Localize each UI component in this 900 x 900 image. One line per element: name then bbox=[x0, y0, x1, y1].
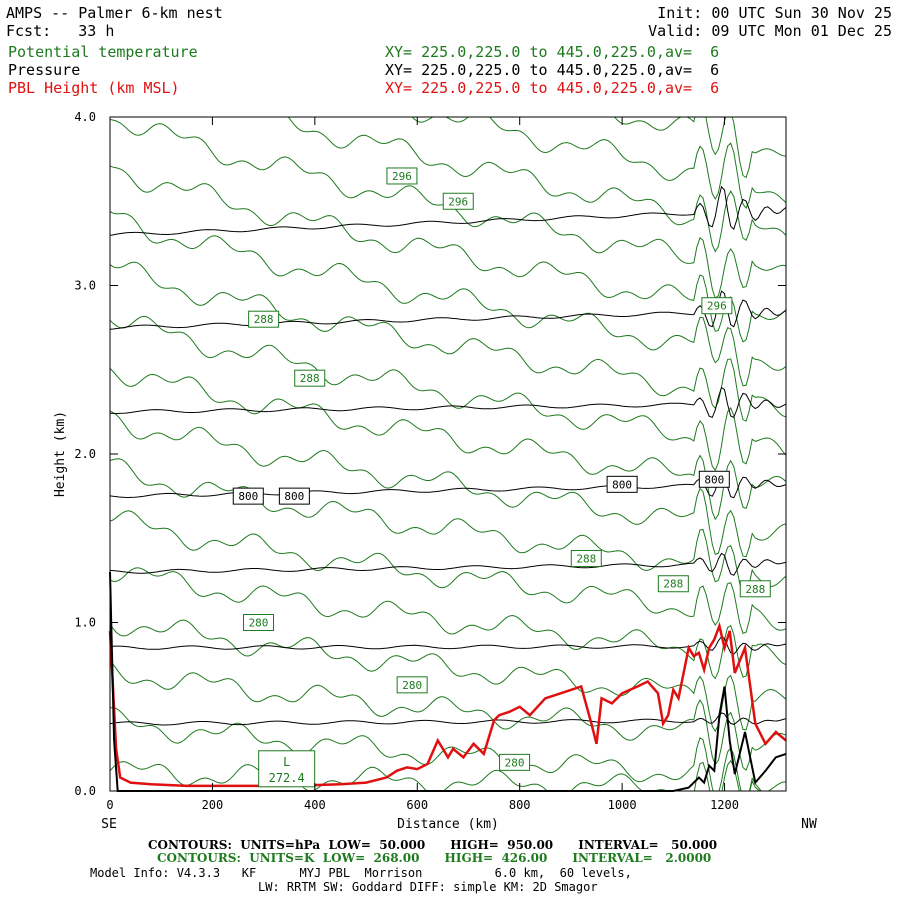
contour-label: 288 bbox=[570, 549, 602, 567]
chart-title: AMPS -- Palmer 6-km nest bbox=[6, 4, 223, 22]
theta-contour bbox=[110, 707, 786, 791]
y-tick-label: 2.0 bbox=[74, 447, 96, 461]
contour-label: 280 bbox=[243, 614, 275, 631]
svg-text:288: 288 bbox=[745, 583, 765, 596]
theta-contour bbox=[411, 117, 786, 210]
svg-text:280: 280 bbox=[505, 756, 525, 769]
field-name-theta: Potential temperature bbox=[8, 43, 198, 61]
svg-text:800: 800 bbox=[238, 490, 258, 503]
x-tick-label: 1200 bbox=[710, 798, 739, 812]
x-tick-label: 600 bbox=[406, 798, 428, 812]
theta-contour bbox=[110, 315, 786, 472]
pressure-contour bbox=[110, 386, 786, 419]
pressure-contour bbox=[110, 471, 786, 499]
pbl-height-line bbox=[108, 621, 787, 788]
x-tick-label: 1000 bbox=[608, 798, 637, 812]
contour-label: 288 bbox=[739, 580, 771, 598]
footer-model-info-2: LW: RRTM SW: Goddard DIFF: simple KM: 2D… bbox=[258, 880, 598, 894]
y-tick-label: 4.0 bbox=[74, 110, 96, 124]
svg-text:288: 288 bbox=[576, 552, 596, 565]
theta-contour bbox=[110, 261, 786, 422]
y-tick-label: 3.0 bbox=[74, 279, 96, 293]
nw-end-label: NW bbox=[801, 817, 817, 832]
theta-contour bbox=[613, 117, 786, 179]
contour-label: 288 bbox=[657, 575, 689, 593]
contour-label: 280 bbox=[499, 753, 531, 771]
contour-label: 800 bbox=[232, 487, 264, 505]
contour-label: 296 bbox=[701, 297, 733, 315]
footer-contours-hpa: CONTOURS: UNITS=hPa LOW= 50.000 HIGH= 95… bbox=[148, 838, 718, 852]
theta-contour bbox=[110, 211, 786, 387]
svg-text:280: 280 bbox=[249, 617, 269, 630]
theta-contour bbox=[110, 410, 786, 558]
pressure-contour bbox=[110, 712, 786, 726]
x-tick-label: 200 bbox=[202, 798, 224, 812]
footer-contours-k: CONTOURS: UNITS=K LOW= 268.00 HIGH= 426.… bbox=[157, 851, 712, 865]
contour-label: 288 bbox=[248, 310, 280, 328]
contour-label: 280 bbox=[396, 676, 428, 694]
x-tick-label: 800 bbox=[509, 798, 531, 812]
svg-text:L: L bbox=[283, 755, 290, 769]
svg-text:296: 296 bbox=[448, 195, 468, 208]
theta-contour bbox=[110, 458, 786, 595]
field-xy-pressure: XY= 225.0,225.0 to 445.0,225.0,av= 6 bbox=[385, 61, 720, 79]
theta-contour bbox=[110, 619, 786, 733]
svg-text:296: 296 bbox=[707, 300, 727, 313]
svg-text:272.4: 272.4 bbox=[269, 771, 305, 785]
svg-text:800: 800 bbox=[284, 490, 304, 503]
pressure-contour bbox=[110, 185, 786, 236]
pressure-contour bbox=[110, 552, 786, 576]
x-axis-label: Distance (km) bbox=[397, 817, 499, 832]
svg-text:800: 800 bbox=[612, 478, 632, 491]
y-axis-label: Height (km) bbox=[53, 411, 68, 497]
theta-contour bbox=[110, 759, 762, 791]
y-tick-label: 1.0 bbox=[74, 616, 96, 630]
low-center-label: L 272.4 bbox=[258, 750, 316, 788]
contour-label: 800 bbox=[606, 475, 638, 493]
pressure-contour bbox=[110, 635, 786, 655]
pressure-contour bbox=[110, 290, 786, 330]
theta-contour bbox=[110, 510, 786, 634]
theta-contour bbox=[110, 567, 786, 680]
x-tick-label: 0 bbox=[106, 798, 113, 812]
theta-contour bbox=[110, 660, 786, 771]
valid-time: Valid: 09 UTC Mon 01 Dec 25 bbox=[648, 22, 892, 40]
svg-text:280: 280 bbox=[402, 679, 422, 692]
contour-label: 296 bbox=[442, 192, 474, 210]
theta-contour bbox=[110, 165, 786, 343]
svg-text:800: 800 bbox=[704, 473, 724, 486]
field-name-pressure: Pressure bbox=[8, 61, 81, 79]
contour-label: 800 bbox=[698, 470, 730, 488]
plot-frame bbox=[109, 116, 787, 792]
contour-label: 296 bbox=[386, 167, 418, 185]
footer-model-info: Model Info: V4.3.3 KF MYJ PBL Morrison 6… bbox=[90, 866, 632, 880]
theta-contour bbox=[110, 368, 786, 521]
field-xy-theta: XY= 225.0,225.0 to 445.0,225.0,av= 6 bbox=[385, 43, 720, 61]
field-xy-pbl: XY= 225.0,225.0 to 445.0,225.0,av= 6 bbox=[385, 79, 720, 97]
svg-text:288: 288 bbox=[663, 578, 683, 591]
forecast-hour: Fcst: 33 h bbox=[6, 22, 115, 40]
x-tick-label: 400 bbox=[304, 798, 326, 812]
theta-contour bbox=[287, 117, 786, 253]
contour-label: 800 bbox=[278, 487, 310, 505]
init-time: Init: 00 UTC Sun 30 Nov 25 bbox=[657, 4, 892, 22]
se-end-label: SE bbox=[101, 817, 117, 832]
svg-text:288: 288 bbox=[300, 372, 320, 385]
svg-text:296: 296 bbox=[392, 170, 412, 183]
y-tick-label: 0.0 bbox=[74, 784, 96, 798]
svg-text:288: 288 bbox=[254, 313, 274, 326]
field-name-pbl: PBL Height (km MSL) bbox=[8, 79, 180, 97]
contour-label: 288 bbox=[294, 369, 326, 387]
